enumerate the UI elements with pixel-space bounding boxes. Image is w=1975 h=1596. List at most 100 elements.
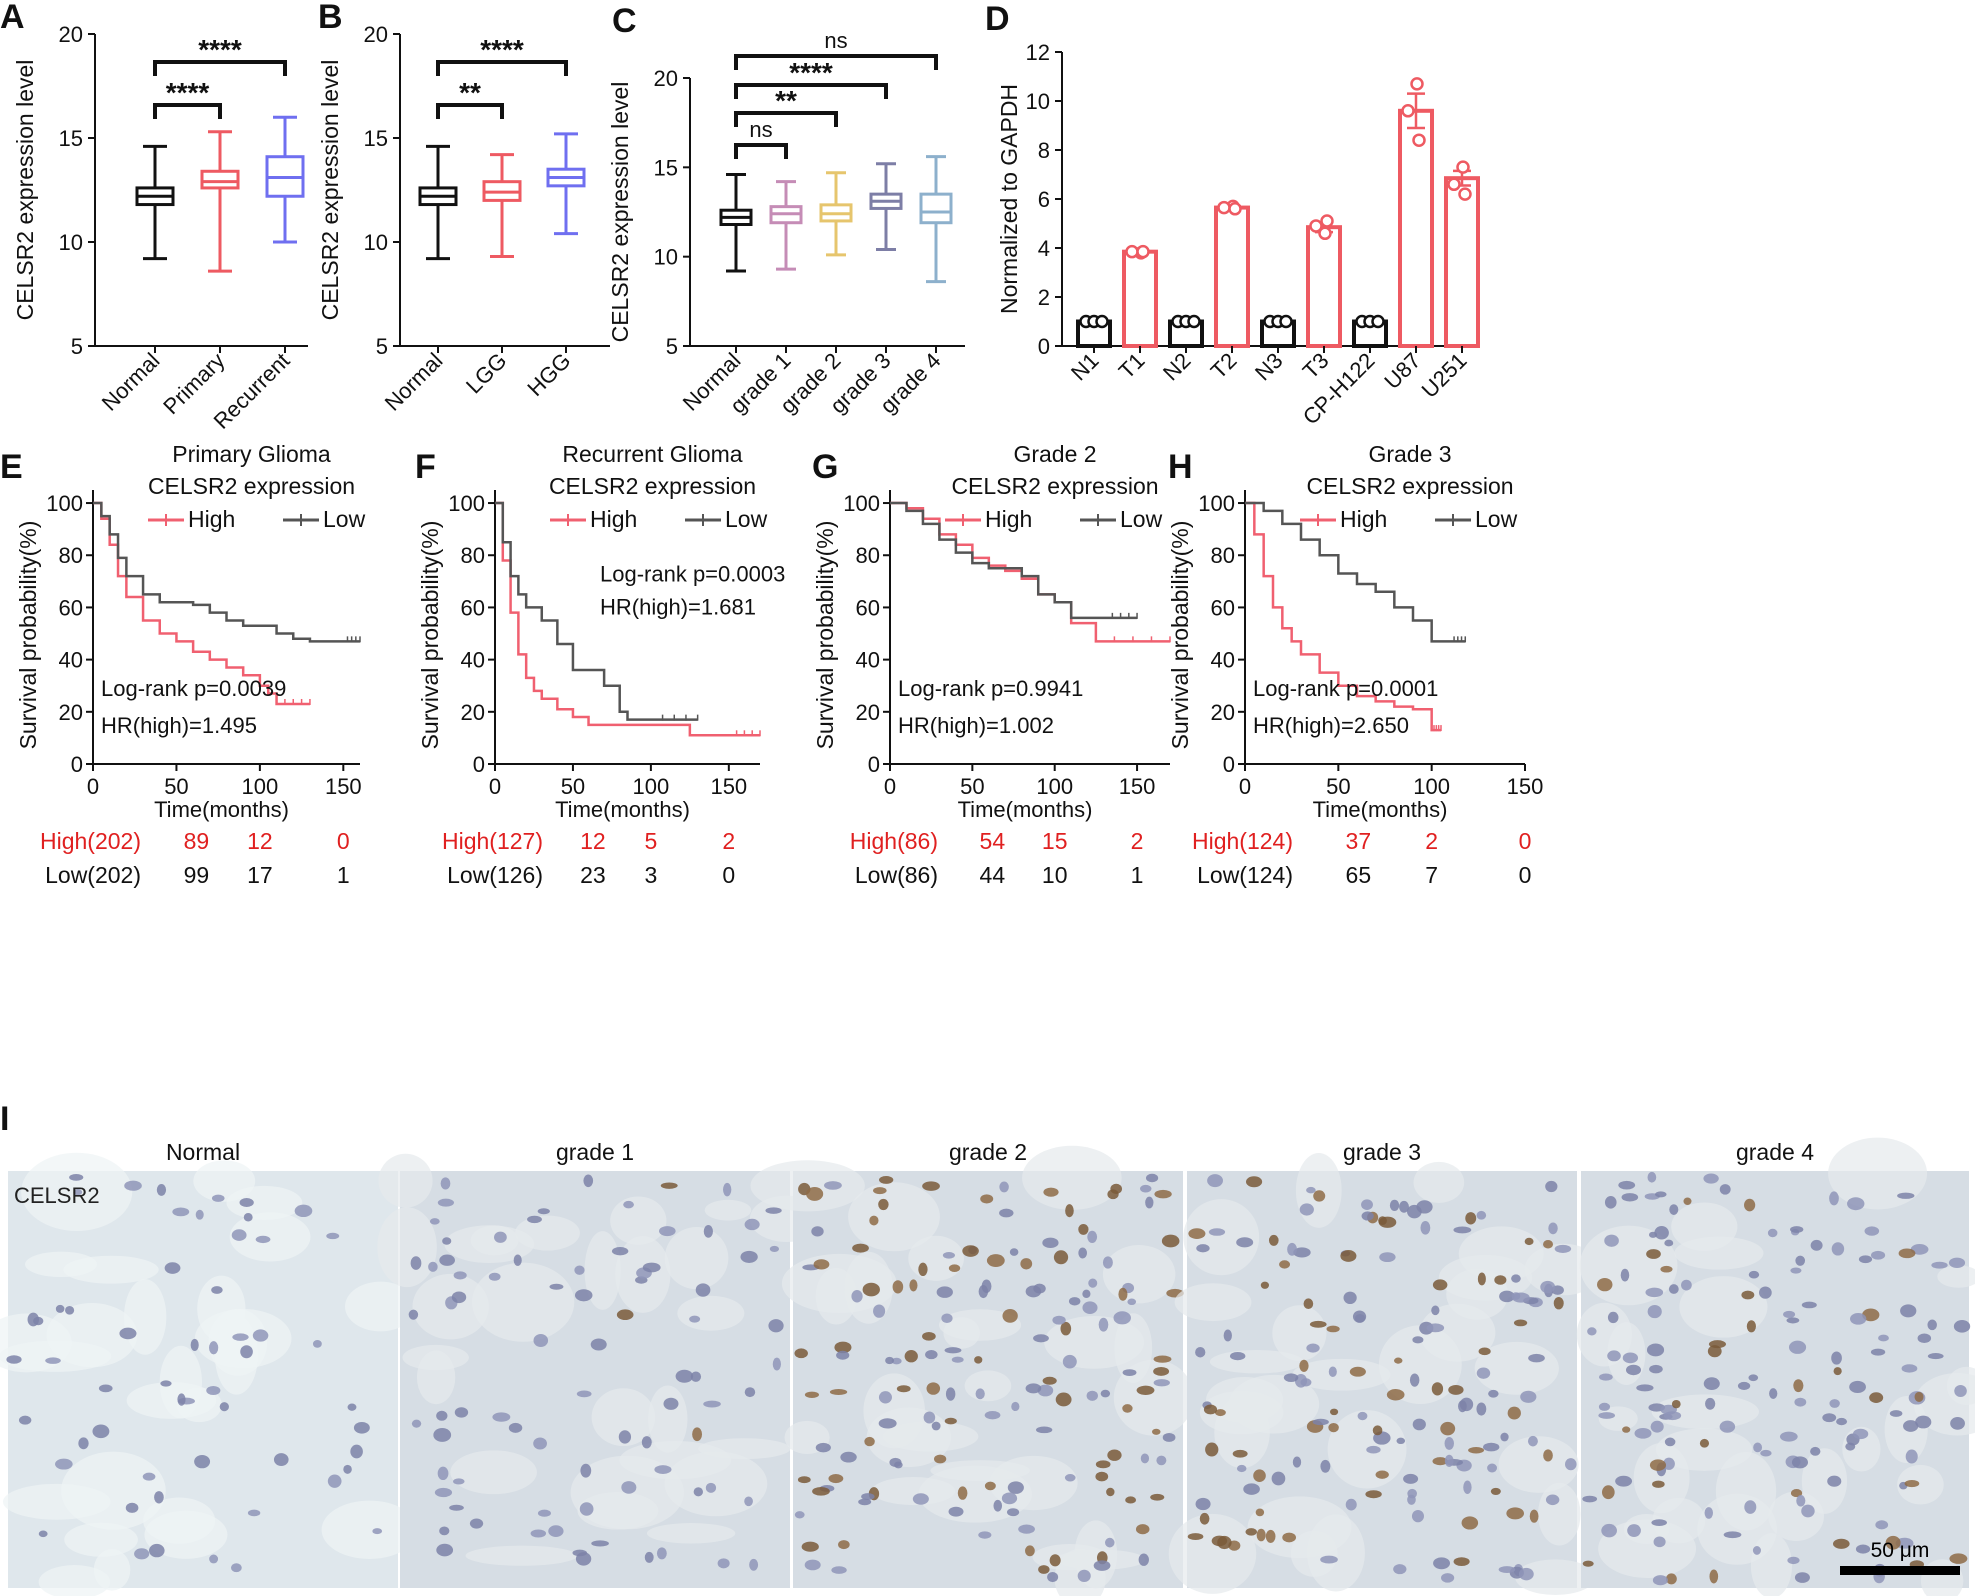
nucleus xyxy=(55,1304,65,1313)
nucleus xyxy=(156,1184,167,1196)
tissue-texture xyxy=(1633,1443,1690,1514)
y-tick-label: 0 xyxy=(1223,752,1235,777)
km-plot-f: Recurrent Glioma CELSR2 expression High Low… xyxy=(417,441,785,888)
nucleus xyxy=(749,1558,759,1571)
risk-count: 2 xyxy=(722,828,735,854)
data-point xyxy=(1320,214,1334,228)
tissue-texture xyxy=(908,1235,964,1281)
nucleus xyxy=(1783,1310,1796,1319)
nucleus xyxy=(1416,1200,1433,1214)
x-tick-label: 0 xyxy=(1239,774,1251,799)
risk-count: 15 xyxy=(1042,828,1068,854)
nucleus xyxy=(1954,1384,1967,1397)
stained-nucleus xyxy=(944,1417,957,1425)
tissue-texture xyxy=(646,1523,736,1544)
y-tick-label: 20 xyxy=(1211,700,1235,725)
nucleus xyxy=(134,1548,150,1560)
nucleus xyxy=(219,1402,229,1412)
nucleus xyxy=(195,1209,204,1220)
nucleus xyxy=(1737,1381,1751,1390)
stained-nucleus xyxy=(926,1382,941,1395)
nucleus xyxy=(429,1218,440,1225)
nucleus xyxy=(663,1397,679,1410)
nucleus xyxy=(675,1369,694,1383)
stained-nucleus xyxy=(1652,1480,1665,1488)
nucleus xyxy=(1299,1203,1314,1216)
stat-text: Log-rank p=0.9941 xyxy=(898,676,1083,701)
panel-label-g: G xyxy=(812,448,838,486)
nucleus xyxy=(1599,1373,1613,1381)
stained-nucleus xyxy=(1065,1204,1074,1218)
y-tick-label: 100 xyxy=(1198,491,1235,516)
x-tick-label: LGG xyxy=(461,348,512,399)
risk-count: 12 xyxy=(247,828,273,854)
stained-nucleus xyxy=(1465,1212,1477,1225)
risk-row-label: High(127) xyxy=(442,828,543,854)
nucleus xyxy=(1444,1436,1454,1450)
tissue-texture xyxy=(144,1510,228,1559)
nucleus xyxy=(232,1333,249,1341)
stained-nucleus xyxy=(1708,1340,1726,1349)
nucleus xyxy=(1660,1404,1677,1415)
nucleus xyxy=(999,1181,1009,1193)
stained-nucleus xyxy=(616,1309,634,1320)
panel-label-d: D xyxy=(985,0,1010,38)
nucleus xyxy=(1520,1390,1537,1403)
data-point xyxy=(1456,160,1470,174)
nucleus xyxy=(273,1453,289,1467)
nucleus xyxy=(1006,1508,1020,1517)
stained-nucleus xyxy=(1490,1487,1501,1495)
stained-nucleus xyxy=(1477,1272,1486,1286)
nucleus xyxy=(1483,1442,1500,1452)
risk-row-label: High(86) xyxy=(850,828,938,854)
stained-nucleus xyxy=(1055,1392,1072,1407)
bar xyxy=(1444,176,1480,348)
legend-label: High xyxy=(188,506,235,532)
nucleus xyxy=(125,1502,139,1513)
panel-label-c: C xyxy=(612,2,637,40)
nucleus xyxy=(1047,1571,1059,1583)
tissue-texture xyxy=(1419,1303,1496,1362)
tissue-texture xyxy=(848,1182,940,1252)
nucleus xyxy=(723,1182,732,1197)
stained-nucleus xyxy=(862,1282,880,1297)
nucleus xyxy=(1601,1523,1617,1538)
nucleus xyxy=(206,1385,221,1396)
nucleus xyxy=(804,1559,821,1571)
tissue-texture xyxy=(126,1382,217,1419)
y-axis-label: CELSR2 expression level xyxy=(607,82,633,343)
tissue-texture xyxy=(1768,1491,1824,1542)
stained-nucleus xyxy=(1328,1422,1339,1433)
risk-count: 17 xyxy=(247,862,273,888)
stained-nucleus xyxy=(1025,1545,1035,1557)
nucleus xyxy=(1801,1301,1817,1309)
x-tick-label: 100 xyxy=(1413,774,1450,799)
nucleus xyxy=(1620,1268,1630,1282)
significance-label: ** xyxy=(775,85,797,116)
nucleus xyxy=(1767,1228,1778,1238)
risk-count: 65 xyxy=(1346,862,1372,888)
tissue-texture xyxy=(321,1500,418,1559)
nucleus xyxy=(1229,1351,1246,1361)
data-point xyxy=(1217,200,1231,215)
stained-nucleus xyxy=(1898,1248,1916,1259)
nucleus xyxy=(1088,1278,1098,1288)
significance-bracket xyxy=(153,60,287,76)
y-tick-label: 80 xyxy=(59,543,83,568)
nucleus xyxy=(1801,1504,1815,1518)
tissue-texture xyxy=(93,1549,131,1591)
nucleus xyxy=(1719,1420,1736,1433)
stained-nucleus xyxy=(1378,1216,1387,1226)
tissue-texture xyxy=(591,1388,656,1447)
stained-nucleus xyxy=(813,1259,830,1270)
survival-curve-low xyxy=(1245,501,1466,643)
stained-nucleus xyxy=(1299,1359,1309,1372)
nucleus xyxy=(142,1472,156,1481)
stained-nucleus xyxy=(1524,1237,1534,1246)
x-tick-label: 150 xyxy=(1507,774,1544,799)
micrograph xyxy=(750,1145,1195,1596)
nucleus xyxy=(437,1466,449,1481)
nucleus xyxy=(885,1356,895,1365)
tissue-texture xyxy=(1174,1283,1252,1322)
nucleus xyxy=(1068,1297,1081,1306)
